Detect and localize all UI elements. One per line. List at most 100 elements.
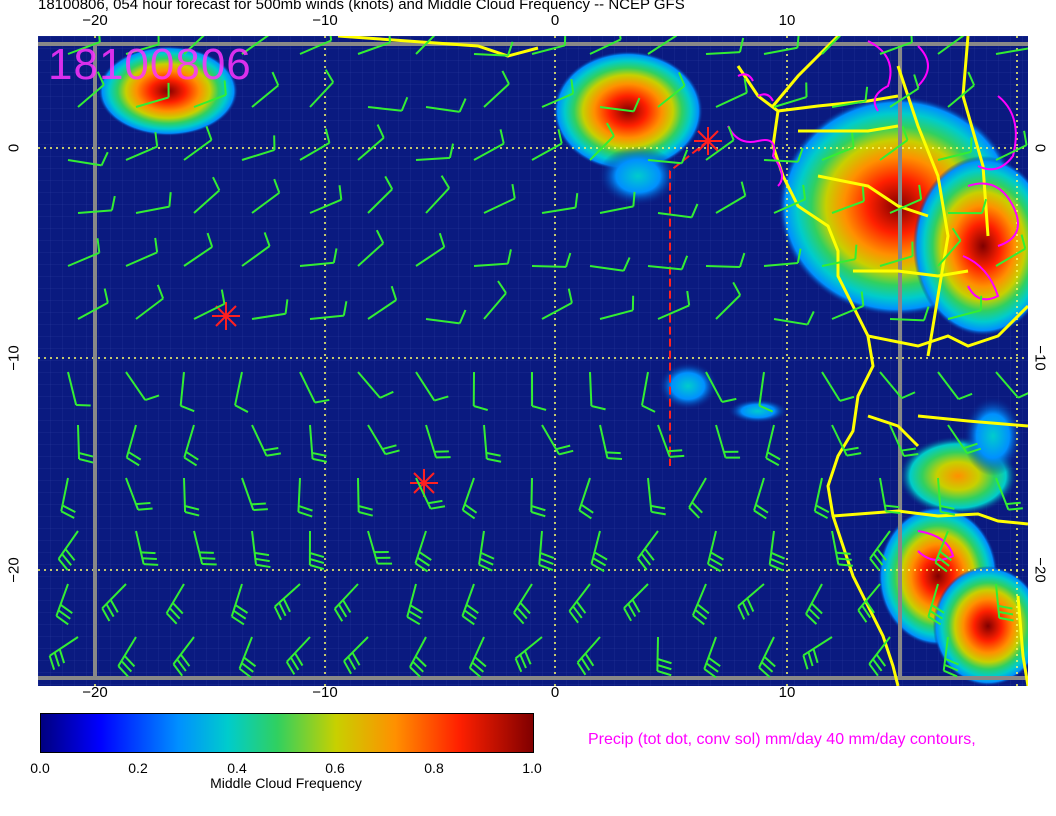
wind-barb	[135, 284, 165, 320]
wind-barb	[831, 291, 865, 320]
wind-barb	[773, 184, 807, 214]
wind-barb	[947, 71, 976, 108]
wind-barb	[409, 636, 427, 678]
lat-tick-right-0: 0	[1031, 143, 1049, 153]
wind-barb	[60, 477, 76, 519]
wind-barb	[657, 424, 685, 458]
colorbar-label: 0.6	[325, 760, 345, 776]
wind-barb	[869, 530, 891, 571]
wind-barb	[857, 583, 881, 623]
wind-barb	[309, 301, 348, 320]
wind-barb	[765, 424, 781, 467]
wind-barb	[599, 191, 636, 214]
wind-barb	[541, 288, 573, 320]
wind-barb	[57, 530, 79, 571]
wind-barb	[425, 309, 467, 325]
wind-barb	[821, 132, 855, 161]
wind-barb	[879, 477, 901, 515]
wind-barb	[415, 371, 449, 402]
wind-barb	[513, 583, 533, 625]
wind-barb	[947, 424, 982, 455]
wind-barb	[309, 424, 328, 463]
wind-barb	[657, 203, 699, 219]
lat-tick-right-minus20: −20	[1031, 557, 1049, 583]
wind-barb	[691, 583, 710, 626]
wind-barb	[589, 36, 622, 55]
wind-barb	[415, 143, 455, 161]
lon-tick-bottom-0: 0	[550, 684, 560, 701]
wind-barb	[531, 129, 563, 161]
wind-barb	[251, 530, 271, 569]
wind-barb	[165, 583, 185, 625]
wind-barb	[299, 248, 338, 267]
wind-barb	[135, 82, 170, 108]
wind-barb	[125, 36, 160, 55]
wind-barb	[483, 183, 516, 214]
wind-barb	[251, 178, 281, 214]
wind-barb	[995, 234, 1027, 267]
wind-barb	[706, 530, 724, 573]
wind-barb	[656, 636, 672, 677]
wind-barb	[831, 530, 853, 567]
map-canvas[interactable]	[38, 36, 1028, 686]
wind-barb	[831, 186, 865, 214]
wind-barb	[357, 371, 394, 399]
wind-barb	[758, 636, 776, 679]
wind-barb	[67, 238, 101, 267]
wind-barb	[367, 96, 409, 112]
wind-barb	[483, 424, 502, 463]
wind-barb	[821, 244, 858, 267]
wind-barb	[937, 36, 967, 55]
wind-barb	[333, 583, 359, 622]
precip-contours	[727, 40, 1019, 561]
wind-barb	[715, 424, 741, 459]
lat-tick-right-minus10: −10	[1031, 345, 1049, 371]
wind-barb	[531, 371, 547, 411]
map-panel[interactable]	[38, 36, 1028, 686]
wind-barb	[367, 530, 393, 565]
wind-barb	[937, 477, 956, 516]
wind-barb	[308, 530, 325, 571]
wind-barb	[889, 74, 920, 108]
wind-barb	[125, 477, 153, 511]
wind-barb	[942, 636, 960, 678]
wind-barb	[947, 295, 983, 320]
wind-barb	[763, 147, 804, 163]
lon-tick-top-10: 10	[778, 12, 796, 29]
wind-barb	[599, 295, 635, 320]
wind-barb	[568, 583, 591, 624]
wind-barb	[641, 371, 656, 413]
wind-barb	[514, 636, 543, 673]
colorbar-label: 0.2	[128, 760, 148, 776]
wind-barb	[530, 477, 546, 518]
wind-barb	[758, 371, 774, 413]
colorbar-label: 0.8	[424, 760, 444, 776]
wind-barb	[367, 285, 398, 320]
wind-barb	[183, 125, 213, 161]
wind-barb	[879, 126, 909, 161]
wind-barb	[357, 229, 385, 267]
wind-barb	[715, 78, 748, 108]
lat-tick-left-minus20: −20	[5, 557, 23, 583]
wind-barb	[473, 249, 512, 267]
lat-tick-left-minus10: −10	[5, 345, 23, 371]
wind-barb	[768, 530, 785, 572]
wind-barb	[576, 636, 601, 676]
wind-barb	[193, 176, 221, 214]
wind-barb	[309, 185, 343, 214]
wind-barb	[251, 424, 282, 457]
wind-barb	[67, 371, 91, 407]
marker-star	[410, 469, 438, 497]
wind-barb	[995, 371, 1028, 399]
wind-barb	[415, 36, 441, 55]
wind-barb	[927, 583, 945, 626]
wind-barb	[763, 36, 800, 55]
wind-barb	[705, 252, 746, 268]
wind-barb	[251, 299, 289, 320]
wind-barb	[77, 424, 94, 464]
wind-barb	[183, 424, 199, 467]
wind-barb	[406, 583, 424, 626]
wind-barb	[179, 371, 195, 413]
wind-barb	[637, 530, 659, 571]
wind-barb	[821, 36, 847, 55]
